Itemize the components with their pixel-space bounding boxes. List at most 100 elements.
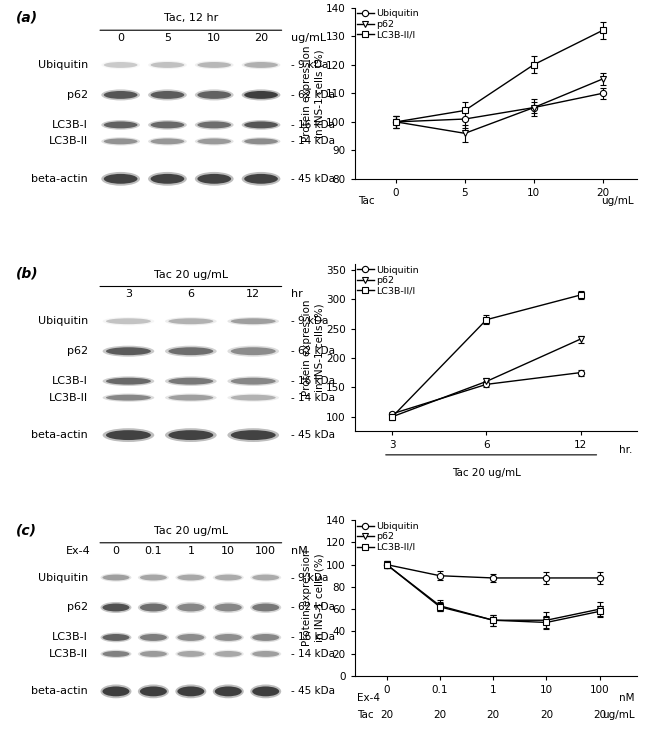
Ellipse shape	[227, 376, 279, 386]
Text: - 14 kDa: - 14 kDa	[291, 393, 335, 402]
Ellipse shape	[177, 603, 204, 612]
Ellipse shape	[165, 376, 216, 386]
Ellipse shape	[195, 120, 233, 130]
Text: - 16 kDa: - 16 kDa	[291, 120, 335, 130]
Text: beta-actin: beta-actin	[31, 430, 88, 440]
Ellipse shape	[195, 137, 233, 146]
Ellipse shape	[140, 575, 167, 581]
Ellipse shape	[151, 174, 185, 183]
Ellipse shape	[227, 346, 279, 356]
Ellipse shape	[242, 172, 280, 186]
Text: 10: 10	[221, 546, 235, 556]
Ellipse shape	[165, 346, 216, 356]
Ellipse shape	[168, 347, 213, 355]
Text: 100: 100	[255, 546, 276, 556]
Text: Ubiquitin: Ubiquitin	[38, 316, 88, 326]
Text: hr.: hr.	[619, 445, 632, 455]
Text: 20: 20	[254, 33, 268, 43]
Ellipse shape	[168, 378, 213, 384]
Ellipse shape	[177, 634, 204, 641]
Ellipse shape	[252, 575, 280, 581]
Ellipse shape	[104, 174, 138, 183]
Ellipse shape	[231, 395, 276, 401]
Text: (a): (a)	[16, 11, 38, 24]
Text: 12: 12	[246, 289, 260, 300]
Ellipse shape	[242, 61, 280, 69]
Text: Tac, 12 hr: Tac, 12 hr	[164, 14, 218, 23]
Ellipse shape	[214, 634, 242, 641]
Legend: Ubiquitin, p62, LC3B-II/I: Ubiquitin, p62, LC3B-II/I	[357, 522, 419, 552]
Ellipse shape	[214, 603, 242, 612]
Legend: Ubiquitin, p62, LC3B-II/I: Ubiquitin, p62, LC3B-II/I	[357, 10, 419, 39]
Text: ug/mL: ug/mL	[602, 710, 634, 720]
Ellipse shape	[195, 61, 233, 69]
Y-axis label: Protein expression
in INS-1 cells (%): Protein expression in INS-1 cells (%)	[302, 550, 324, 646]
Ellipse shape	[165, 393, 216, 402]
Ellipse shape	[151, 62, 185, 68]
Ellipse shape	[214, 575, 242, 581]
Ellipse shape	[168, 395, 213, 401]
Text: ug/mL: ug/mL	[291, 33, 326, 43]
Text: Tac: Tac	[358, 196, 375, 206]
Ellipse shape	[140, 634, 167, 641]
Ellipse shape	[177, 575, 204, 581]
Ellipse shape	[148, 137, 187, 146]
Y-axis label: Protein expression
in INS-1 cells (%): Protein expression in INS-1 cells (%)	[302, 300, 324, 396]
Text: p62: p62	[67, 90, 88, 100]
Ellipse shape	[227, 317, 279, 325]
Ellipse shape	[252, 686, 280, 696]
Ellipse shape	[106, 430, 151, 440]
Text: 5: 5	[164, 33, 171, 43]
Text: 0: 0	[112, 546, 120, 556]
Text: Ex-4: Ex-4	[358, 693, 380, 703]
Ellipse shape	[250, 633, 281, 643]
Ellipse shape	[177, 651, 204, 657]
Text: LC3B-I: LC3B-I	[52, 376, 88, 386]
Ellipse shape	[140, 651, 167, 657]
Ellipse shape	[101, 573, 131, 581]
Ellipse shape	[101, 650, 131, 658]
Ellipse shape	[103, 393, 154, 402]
Ellipse shape	[244, 122, 278, 128]
Ellipse shape	[213, 573, 244, 581]
Ellipse shape	[103, 346, 154, 356]
Text: - 62 kDa: - 62 kDa	[291, 347, 335, 356]
Text: - 62 kDa: - 62 kDa	[291, 602, 335, 612]
Text: - 9 kDa: - 9 kDa	[291, 572, 328, 583]
Ellipse shape	[168, 319, 213, 324]
Ellipse shape	[213, 650, 244, 658]
Text: 20: 20	[540, 710, 553, 720]
Ellipse shape	[244, 62, 278, 68]
Ellipse shape	[103, 634, 129, 641]
Ellipse shape	[148, 120, 187, 130]
Ellipse shape	[176, 573, 206, 581]
Text: - 45 kDa: - 45 kDa	[291, 174, 335, 183]
Ellipse shape	[138, 650, 169, 658]
Text: p62: p62	[67, 602, 88, 612]
Ellipse shape	[101, 61, 140, 69]
Ellipse shape	[106, 319, 151, 324]
Ellipse shape	[252, 603, 280, 612]
Ellipse shape	[151, 138, 185, 144]
Text: LC3B-II: LC3B-II	[49, 393, 88, 402]
Ellipse shape	[138, 633, 169, 643]
Ellipse shape	[198, 174, 231, 183]
Ellipse shape	[104, 138, 138, 144]
Ellipse shape	[250, 650, 281, 658]
Ellipse shape	[250, 602, 281, 613]
Text: (b): (b)	[16, 267, 39, 281]
Text: - 14 kDa: - 14 kDa	[291, 137, 335, 146]
Ellipse shape	[198, 138, 231, 144]
Ellipse shape	[103, 603, 129, 612]
Text: beta-actin: beta-actin	[31, 174, 88, 183]
Legend: Ubiquitin, p62, LC3B-II/I: Ubiquitin, p62, LC3B-II/I	[357, 266, 419, 295]
Ellipse shape	[231, 347, 276, 355]
Text: Tac 20 ug/mL: Tac 20 ug/mL	[452, 468, 521, 478]
Ellipse shape	[101, 633, 131, 643]
Ellipse shape	[140, 686, 167, 696]
Ellipse shape	[106, 347, 151, 355]
Ellipse shape	[231, 378, 276, 384]
Ellipse shape	[242, 120, 280, 130]
Text: beta-actin: beta-actin	[31, 686, 88, 696]
Ellipse shape	[168, 430, 213, 440]
